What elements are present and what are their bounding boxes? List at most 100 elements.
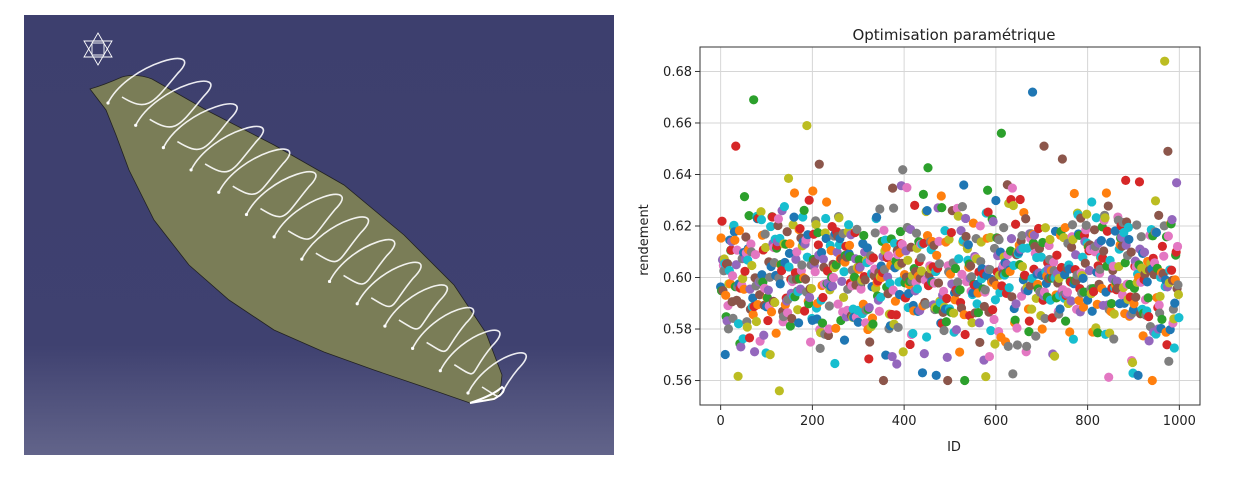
scatter-point [749, 95, 759, 105]
scatter-point [1008, 200, 1018, 211]
scatter-chart: Optimisation paramétrique 0 200 400 600 800 1… [620, 0, 1250, 477]
sweep-curve [384, 284, 448, 330]
scatter-point [1095, 264, 1105, 274]
control-point [466, 391, 470, 395]
scatter-point [974, 318, 984, 328]
sweep-curve [411, 306, 475, 353]
scatter-point [879, 264, 890, 275]
scatter-point [1102, 226, 1112, 236]
scatter-point [976, 256, 986, 267]
scatter-point [1029, 230, 1040, 240]
y-tick-label: 0.66 [663, 116, 692, 131]
scatter-point [1162, 340, 1172, 350]
scatter-point [1078, 273, 1088, 283]
scatter-point [875, 204, 885, 214]
scatter-point [839, 335, 850, 345]
control-point [106, 101, 110, 105]
scatter-point [1068, 334, 1078, 344]
scatter-point [1133, 370, 1143, 380]
scatter-point [1164, 356, 1174, 366]
scatter-point [888, 203, 899, 213]
sweep-curve [190, 125, 265, 173]
scatter-point [937, 203, 947, 213]
scatter-point [1103, 201, 1113, 211]
scatter-point [744, 333, 755, 343]
scatter-point [824, 301, 834, 311]
scatter-point [824, 324, 834, 334]
scatter-point [999, 223, 1009, 233]
scatter-point [1007, 183, 1017, 193]
scatter-point [1172, 178, 1182, 188]
scatter-point [1074, 295, 1084, 306]
scatter-point [997, 281, 1007, 291]
scatter-point [733, 319, 744, 329]
scatter-point [1066, 242, 1077, 252]
scatter-point [784, 262, 794, 272]
scatter-point [746, 239, 756, 249]
scatter-point [855, 262, 865, 272]
scatter-point [747, 260, 757, 271]
scatter-point [740, 266, 750, 276]
scatter-point [1136, 232, 1146, 242]
scatter-point [942, 352, 952, 363]
scatter-point [760, 242, 771, 253]
sweep-curve [218, 148, 291, 196]
scatter-point [1040, 223, 1051, 233]
scatter-point [766, 221, 776, 232]
scatter-point [817, 318, 828, 328]
scatter-point [1078, 302, 1089, 312]
scatter-point [749, 347, 760, 357]
scatter-point [860, 275, 870, 285]
scatter-point [953, 211, 963, 221]
control-point [411, 346, 415, 350]
scatter-point [763, 285, 773, 295]
scatter-point [983, 185, 993, 195]
scatter-point [1084, 265, 1095, 276]
scatter-point [1079, 287, 1089, 297]
sweep-curve [273, 193, 343, 240]
scatter-point [966, 272, 977, 282]
scatter-point [898, 165, 908, 175]
scatter-point [844, 240, 855, 250]
scatter-point [893, 322, 903, 333]
scatter-point [1036, 252, 1046, 262]
scatter-point [1163, 146, 1173, 156]
scatter-point [1123, 222, 1134, 232]
scatter-point [792, 247, 802, 257]
scatter-point [731, 260, 741, 270]
scatter-point [830, 358, 840, 369]
scatter-point [1017, 231, 1027, 241]
scatter-point [818, 292, 828, 303]
scatter-point [874, 306, 884, 316]
scatter-point [818, 254, 828, 264]
x-tick-label: 600 [983, 414, 1008, 429]
scatter-point [782, 227, 792, 237]
x-ticks: 0 200 400 600 800 1000 [717, 405, 1196, 429]
scatter-point [1167, 215, 1177, 225]
scatter-point [1144, 312, 1154, 322]
scatter-point [868, 253, 878, 263]
scatter-point [876, 292, 886, 302]
scatter-point [854, 255, 864, 265]
scatter-point [934, 259, 945, 269]
scatter-point [738, 274, 748, 284]
scatter-point [849, 272, 860, 282]
scatter-point [1174, 313, 1184, 323]
compass-icon[interactable] [83, 32, 113, 66]
scatter-point [833, 299, 843, 309]
x-tick-label: 200 [800, 414, 825, 429]
scatter-point [1024, 316, 1034, 326]
scatter-point [980, 285, 990, 295]
scatter-point [975, 337, 985, 348]
scatter-point [1121, 175, 1131, 185]
scatter-point [888, 285, 898, 295]
scatter-point [922, 332, 932, 342]
scatter-point [919, 348, 929, 359]
scatter-point [806, 283, 817, 294]
scatter-point [946, 227, 956, 238]
scatter-point [988, 216, 998, 227]
scatter-point [791, 254, 801, 264]
scatter-point [1105, 237, 1116, 247]
scatter-point [941, 317, 951, 327]
scatter-point [864, 302, 874, 313]
